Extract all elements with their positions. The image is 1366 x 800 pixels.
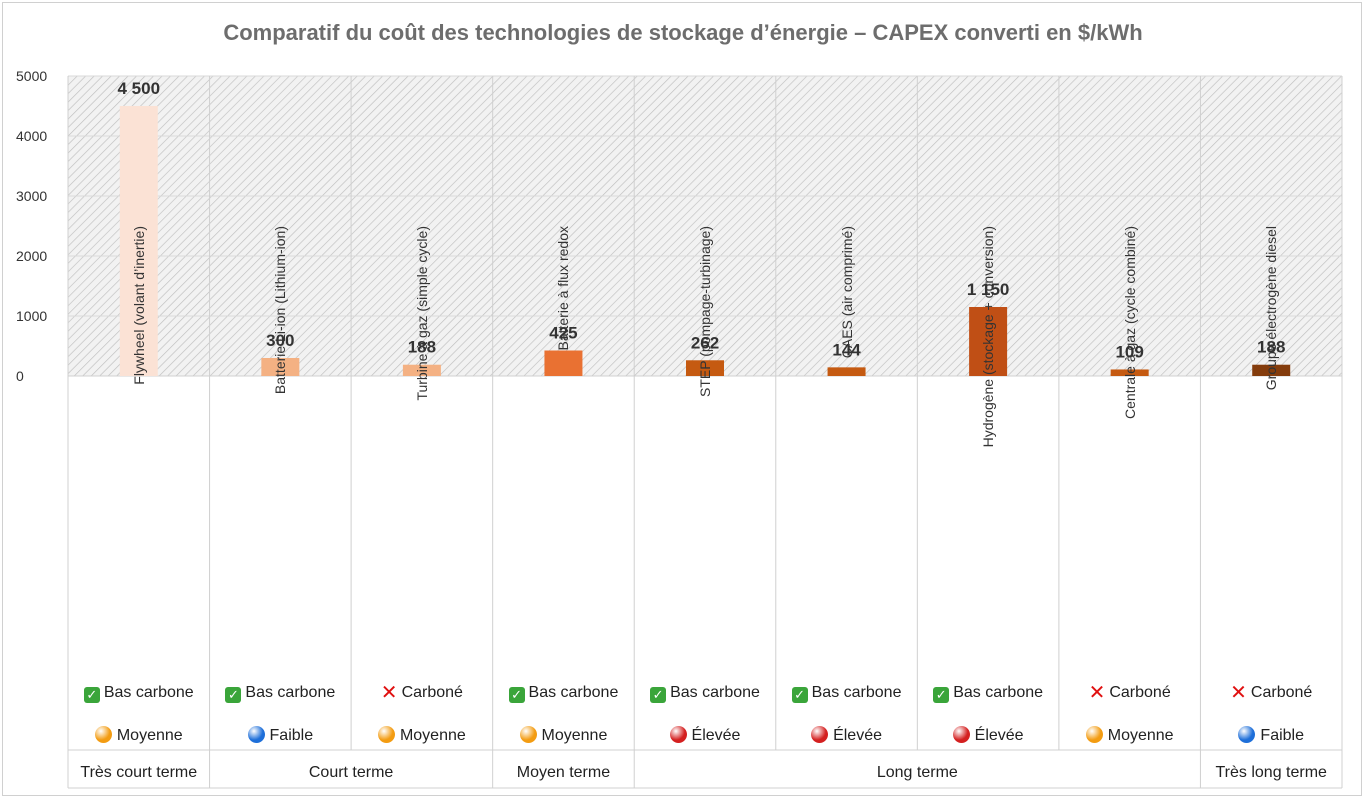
maturity-label: Élevée xyxy=(691,727,741,744)
y-tick-label: 5000 xyxy=(16,68,47,84)
bar xyxy=(544,350,583,376)
carbon-badge: ✓ Bas carbone xyxy=(776,684,918,703)
category-label: Batterie à flux redox xyxy=(555,226,572,351)
maturity-badge: Moyenne xyxy=(1059,726,1201,745)
check-icon: ✓ xyxy=(650,687,667,703)
status-dot-icon xyxy=(94,726,112,743)
status-dot-icon xyxy=(669,726,687,743)
group-label: Long terme xyxy=(876,764,958,781)
carbon-badge: ✕ Carboné xyxy=(1059,682,1201,704)
y-tick-label: 3000 xyxy=(16,188,47,204)
value-label: 262 xyxy=(691,333,719,352)
value-label: 4 500 xyxy=(118,79,161,98)
carbon-badge: ✕ Carboné xyxy=(351,682,493,704)
maturity-label: Moyenne xyxy=(399,727,466,744)
maturity-badge: Élevée xyxy=(776,726,918,745)
carbon-label: Carboné xyxy=(1250,684,1313,701)
category-label: CAES (air comprimé) xyxy=(838,226,855,359)
y-tick-label: 0 xyxy=(16,368,24,384)
carbon-badge: ✓ Bas carbone xyxy=(917,684,1059,703)
bar xyxy=(686,360,724,376)
carbon-badge: ✓ Bas carbone xyxy=(209,684,351,703)
maturity-label: Élevée xyxy=(974,727,1024,744)
carbon-badge: ✓ Bas carbone xyxy=(634,684,776,703)
bar xyxy=(1110,369,1149,376)
y-tick-label: 4000 xyxy=(16,128,47,144)
chart-title: Comparatif du coût des technologies de s… xyxy=(223,20,1143,45)
category-label: STEP (pompage-turbinage) xyxy=(697,226,713,397)
status-dot-icon xyxy=(519,726,537,743)
y-tick-label: 1000 xyxy=(16,308,47,324)
carbon-label: Bas carbone xyxy=(528,684,619,701)
maturity-label: Moyenne xyxy=(541,727,608,744)
check-icon: ✓ xyxy=(933,687,950,703)
status-dot-icon xyxy=(247,726,265,743)
cross-icon: ✕ xyxy=(1230,682,1247,704)
check-icon: ✓ xyxy=(791,687,808,703)
maturity-badge: Élevée xyxy=(917,726,1059,745)
maturity-label: Élevée xyxy=(833,727,882,744)
category-label: Groupe électrogène diesel xyxy=(1263,226,1280,391)
group-label: Très long terme xyxy=(1215,764,1327,781)
maturity-badge: Élevée xyxy=(634,726,776,745)
status-dot-icon xyxy=(1238,726,1256,743)
bar xyxy=(827,367,866,376)
carbon-badge: ✕ Carboné xyxy=(1200,682,1342,704)
category-label: Centrale à gaz (cycle combiné) xyxy=(1121,226,1138,419)
carbon-label: Bas carbone xyxy=(103,684,194,701)
bar xyxy=(119,106,158,376)
carbon-label: Bas carbone xyxy=(953,684,1044,701)
carbon-label: Carboné xyxy=(1109,684,1171,701)
value-label: 109 xyxy=(1115,342,1143,361)
status-dot-icon xyxy=(377,726,395,743)
status-dot-icon xyxy=(811,726,829,743)
category-label: Batterie Li-ion (Lithium-ion) xyxy=(272,226,289,395)
value-label: 188 xyxy=(1257,338,1285,357)
category-label: Flywheel (volant d’inertie) xyxy=(130,226,147,385)
maturity-label: Moyenne xyxy=(116,727,183,744)
value-label: 144 xyxy=(832,340,861,359)
status-dot-icon xyxy=(952,726,970,743)
maturity-label: Faible xyxy=(1260,727,1304,744)
maturity-label: Moyenne xyxy=(1107,727,1174,744)
cross-icon: ✕ xyxy=(380,682,398,704)
carbon-label: Bas carbone xyxy=(245,684,336,701)
maturity-badge: Faible xyxy=(209,726,351,745)
maturity-badge: Moyenne xyxy=(351,726,493,745)
maturity-badge: Moyenne xyxy=(492,726,634,745)
carbon-badge: ✓ Bas carbone xyxy=(68,684,210,703)
carbon-label: Carboné xyxy=(401,684,463,701)
bar xyxy=(261,358,300,376)
check-icon: ✓ xyxy=(225,687,242,703)
group-label: Moyen terme xyxy=(516,764,611,781)
check-icon: ✓ xyxy=(508,687,525,703)
carbon-label: Bas carbone xyxy=(811,684,902,701)
check-icon: ✓ xyxy=(83,687,100,703)
bar xyxy=(402,364,441,376)
y-tick-label: 2000 xyxy=(16,248,47,264)
plot-area xyxy=(68,76,1342,376)
bar xyxy=(1252,364,1291,376)
maturity-badge: Moyenne xyxy=(68,726,210,745)
carbon-badge: ✓ Bas carbone xyxy=(492,684,634,703)
maturity-badge: Faible xyxy=(1200,726,1342,745)
category-label: Hydrogène (stockage + conversion) xyxy=(980,226,997,448)
value-label: 300 xyxy=(266,331,294,350)
bar xyxy=(969,307,1008,376)
maturity-label: Faible xyxy=(269,727,314,744)
group-label: Très court terme xyxy=(80,764,198,781)
cross-icon: ✕ xyxy=(1088,682,1106,704)
status-dot-icon xyxy=(1085,726,1103,743)
value-label: 1 150 xyxy=(967,280,1010,299)
carbon-label: Bas carbone xyxy=(670,684,760,701)
value-label: 188 xyxy=(408,338,436,357)
value-label: 425 xyxy=(549,324,577,343)
category-label: Turbine à gaz (simple cycle) xyxy=(413,226,430,401)
group-label: Court terme xyxy=(308,764,394,781)
